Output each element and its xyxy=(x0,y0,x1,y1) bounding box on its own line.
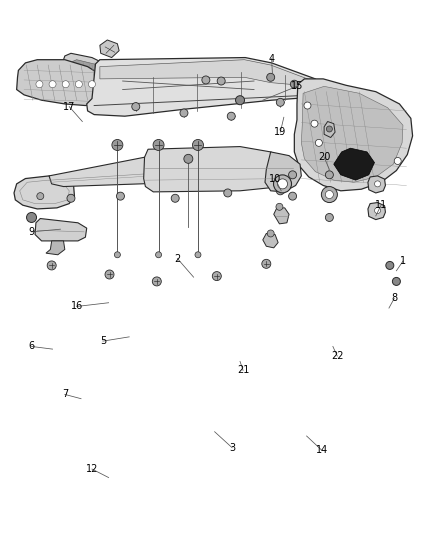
Polygon shape xyxy=(301,86,403,182)
Text: 19: 19 xyxy=(274,127,286,137)
Circle shape xyxy=(184,155,193,163)
Circle shape xyxy=(267,230,274,237)
Polygon shape xyxy=(368,203,385,220)
Polygon shape xyxy=(263,233,278,248)
Circle shape xyxy=(202,76,210,84)
Circle shape xyxy=(192,140,204,150)
Text: 22: 22 xyxy=(331,351,343,361)
Text: 4: 4 xyxy=(268,54,275,63)
Circle shape xyxy=(304,102,311,109)
Circle shape xyxy=(152,277,161,286)
Text: 5: 5 xyxy=(100,336,106,346)
Text: 15: 15 xyxy=(291,82,303,91)
Circle shape xyxy=(67,194,75,203)
Circle shape xyxy=(62,80,69,88)
Circle shape xyxy=(195,252,201,258)
Circle shape xyxy=(236,96,244,104)
Circle shape xyxy=(112,140,123,150)
Circle shape xyxy=(47,261,56,270)
Circle shape xyxy=(49,80,56,88)
Text: 17: 17 xyxy=(63,102,75,111)
Polygon shape xyxy=(294,79,413,191)
Polygon shape xyxy=(100,40,119,58)
Circle shape xyxy=(224,189,232,197)
Circle shape xyxy=(27,213,36,222)
Text: 1: 1 xyxy=(400,256,406,266)
Polygon shape xyxy=(274,208,289,224)
Circle shape xyxy=(212,272,221,280)
Circle shape xyxy=(88,80,95,88)
Circle shape xyxy=(262,260,271,268)
Text: 10: 10 xyxy=(269,174,281,183)
Text: 12: 12 xyxy=(86,464,98,474)
Circle shape xyxy=(315,139,322,147)
Text: 9: 9 xyxy=(28,227,35,237)
Text: 3: 3 xyxy=(229,443,235,453)
Circle shape xyxy=(273,175,292,193)
Circle shape xyxy=(325,190,333,199)
Circle shape xyxy=(321,187,337,203)
Polygon shape xyxy=(265,152,301,192)
Polygon shape xyxy=(67,60,110,86)
Circle shape xyxy=(132,102,140,111)
Polygon shape xyxy=(35,219,87,241)
Text: 8: 8 xyxy=(391,294,397,303)
Circle shape xyxy=(180,109,188,117)
Circle shape xyxy=(114,252,120,258)
Circle shape xyxy=(374,181,381,187)
Text: 11: 11 xyxy=(375,200,387,210)
Circle shape xyxy=(155,252,162,258)
Text: 16: 16 xyxy=(71,302,83,311)
Circle shape xyxy=(311,120,318,127)
Circle shape xyxy=(278,179,287,189)
Circle shape xyxy=(117,192,124,200)
Circle shape xyxy=(37,192,44,200)
Circle shape xyxy=(394,157,401,165)
Polygon shape xyxy=(334,148,374,180)
Text: 2: 2 xyxy=(174,254,180,263)
Circle shape xyxy=(276,98,284,107)
Circle shape xyxy=(217,77,225,85)
Polygon shape xyxy=(61,53,119,92)
Polygon shape xyxy=(100,60,313,86)
Text: 14: 14 xyxy=(316,446,328,455)
Polygon shape xyxy=(14,176,74,209)
Circle shape xyxy=(325,171,333,179)
Circle shape xyxy=(290,80,298,88)
Circle shape xyxy=(289,192,297,200)
Text: 6: 6 xyxy=(28,342,35,351)
Circle shape xyxy=(392,277,400,286)
Circle shape xyxy=(289,171,297,179)
Circle shape xyxy=(326,126,332,132)
Polygon shape xyxy=(144,147,291,192)
Circle shape xyxy=(325,213,333,222)
Polygon shape xyxy=(87,58,323,116)
Polygon shape xyxy=(324,122,335,138)
Polygon shape xyxy=(368,176,385,193)
Circle shape xyxy=(171,194,179,203)
Polygon shape xyxy=(17,60,113,106)
Text: 7: 7 xyxy=(62,390,68,399)
Polygon shape xyxy=(46,241,65,255)
Circle shape xyxy=(276,187,284,195)
Polygon shape xyxy=(49,157,240,187)
Circle shape xyxy=(75,80,82,88)
Circle shape xyxy=(276,203,283,211)
Circle shape xyxy=(227,112,235,120)
Circle shape xyxy=(267,73,275,82)
Text: 21: 21 xyxy=(237,366,249,375)
Circle shape xyxy=(374,207,381,214)
Circle shape xyxy=(386,261,394,270)
Text: 20: 20 xyxy=(318,152,330,162)
Circle shape xyxy=(105,270,114,279)
Circle shape xyxy=(153,140,164,150)
Circle shape xyxy=(36,80,43,88)
